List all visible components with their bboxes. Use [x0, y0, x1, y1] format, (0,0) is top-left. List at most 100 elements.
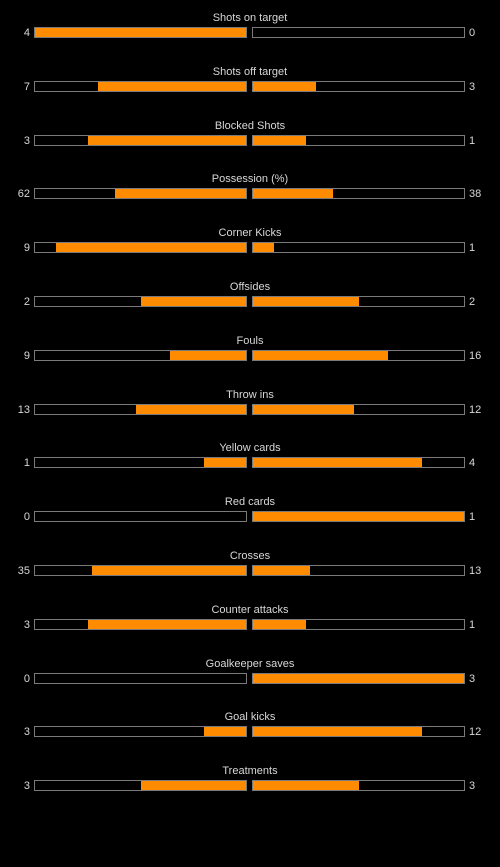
- away-bar: [252, 618, 465, 630]
- home-bar: [34, 403, 247, 415]
- away-value: 1: [469, 134, 476, 147]
- stat-label: Corner Kicks: [218, 227, 282, 240]
- stat-label: Red cards: [224, 496, 276, 509]
- stat-label: Crosses: [229, 549, 271, 562]
- home-bar-fill: [140, 296, 246, 306]
- away-bar: [252, 403, 465, 415]
- home-bar: [34, 780, 247, 792]
- home-value: 1: [23, 457, 30, 470]
- stat-label: Treatments: [222, 765, 278, 778]
- away-value: 16: [469, 349, 482, 362]
- away-bar: [252, 726, 465, 738]
- home-bar-fill: [140, 781, 246, 791]
- home-value: 7: [23, 80, 30, 93]
- away-bar: [252, 134, 465, 146]
- home-value: 3: [23, 134, 30, 147]
- away-bar: [252, 188, 465, 200]
- away-bar-fill: [253, 135, 306, 145]
- away-bar: [252, 349, 465, 361]
- away-bar: [252, 457, 465, 469]
- away-bar: [252, 295, 465, 307]
- stat-row-fouls: Fouls 9 16: [0, 335, 500, 389]
- away-value: 38: [469, 188, 482, 201]
- away-value: 4: [469, 457, 476, 470]
- home-bar: [34, 80, 247, 92]
- home-value: 3: [23, 780, 30, 793]
- away-bar: [252, 672, 465, 684]
- home-bar-fill: [92, 565, 246, 575]
- home-bar: [34, 134, 247, 146]
- home-bar: [34, 295, 247, 307]
- stat-row-treatments: Treatments 3 3: [0, 765, 500, 819]
- home-bar-fill: [136, 404, 246, 414]
- home-bar: [34, 457, 247, 469]
- home-bar: [34, 726, 247, 738]
- home-value: 35: [17, 564, 30, 577]
- home-value: 9: [23, 349, 30, 362]
- stat-label: Possession (%): [211, 173, 289, 186]
- away-bar: [252, 511, 465, 523]
- away-bar-fill: [253, 350, 389, 360]
- match-stats-panel: Shots on target 4 0 Shots off target 7 3…: [0, 12, 500, 819]
- home-value: 13: [17, 403, 30, 416]
- away-value: 1: [469, 618, 476, 631]
- away-bar: [252, 27, 465, 38]
- stat-row-red-cards: Red cards 0 1: [0, 496, 500, 550]
- stat-label: Goal kicks: [224, 711, 276, 724]
- home-bar-fill: [203, 458, 246, 468]
- home-value: 4: [23, 27, 30, 39]
- home-bar: [34, 511, 247, 523]
- home-bar: [34, 27, 247, 38]
- away-bar-fill: [253, 404, 355, 414]
- away-value: 1: [469, 242, 476, 255]
- home-bar-fill: [87, 619, 246, 629]
- stat-row-shots-on-target: Shots on target 4 0: [0, 12, 500, 66]
- stat-row-corner-kicks: Corner Kicks 9 1: [0, 227, 500, 281]
- away-bar-fill: [253, 296, 359, 306]
- home-value: 0: [23, 672, 30, 685]
- away-value: 1: [469, 511, 476, 524]
- away-value: 12: [469, 726, 482, 739]
- home-bar-fill: [87, 135, 246, 145]
- away-bar: [252, 564, 465, 576]
- stat-row-offsides: Offsides 2 2: [0, 281, 500, 335]
- home-bar: [34, 349, 247, 361]
- home-value: 9: [23, 242, 30, 255]
- home-value: 3: [23, 618, 30, 631]
- home-bar: [34, 618, 247, 630]
- away-value: 3: [469, 672, 476, 685]
- home-bar: [34, 564, 247, 576]
- away-bar: [252, 242, 465, 254]
- away-value: 0: [469, 27, 476, 39]
- away-bar-fill: [253, 512, 464, 522]
- home-value: 3: [23, 726, 30, 739]
- stat-label: Offsides: [229, 280, 271, 293]
- stat-label: Counter attacks: [211, 603, 289, 616]
- stat-label: Goalkeeper saves: [205, 657, 295, 670]
- stat-row-counter-attacks: Counter attacks 3 1: [0, 604, 500, 658]
- away-bar-fill: [253, 81, 317, 91]
- home-value: 2: [23, 295, 30, 308]
- away-bar-fill: [253, 243, 275, 253]
- away-bar-fill: [253, 727, 422, 737]
- away-value: 3: [469, 780, 476, 793]
- home-value: 62: [17, 188, 30, 201]
- away-value: 12: [469, 403, 482, 416]
- home-bar-fill: [115, 189, 246, 199]
- stat-row-crosses: Crosses 35 13: [0, 550, 500, 604]
- stat-row-throw-ins: Throw ins 13 12: [0, 389, 500, 443]
- home-value: 0: [23, 511, 30, 524]
- away-value: 13: [469, 564, 482, 577]
- away-bar-fill: [253, 458, 422, 468]
- away-value: 3: [469, 80, 476, 93]
- stat-row-possession: Possession (%) 62 38: [0, 173, 500, 227]
- away-bar: [252, 780, 465, 792]
- away-bar-fill: [253, 619, 306, 629]
- stat-label: Throw ins: [226, 388, 274, 401]
- home-bar-fill: [170, 350, 246, 360]
- stat-label: Fouls: [236, 334, 264, 347]
- stat-label: Shots on target: [212, 12, 288, 24]
- away-value: 2: [469, 295, 476, 308]
- away-bar-fill: [253, 189, 334, 199]
- stat-row-shots-off-target: Shots off target 7 3: [0, 66, 500, 120]
